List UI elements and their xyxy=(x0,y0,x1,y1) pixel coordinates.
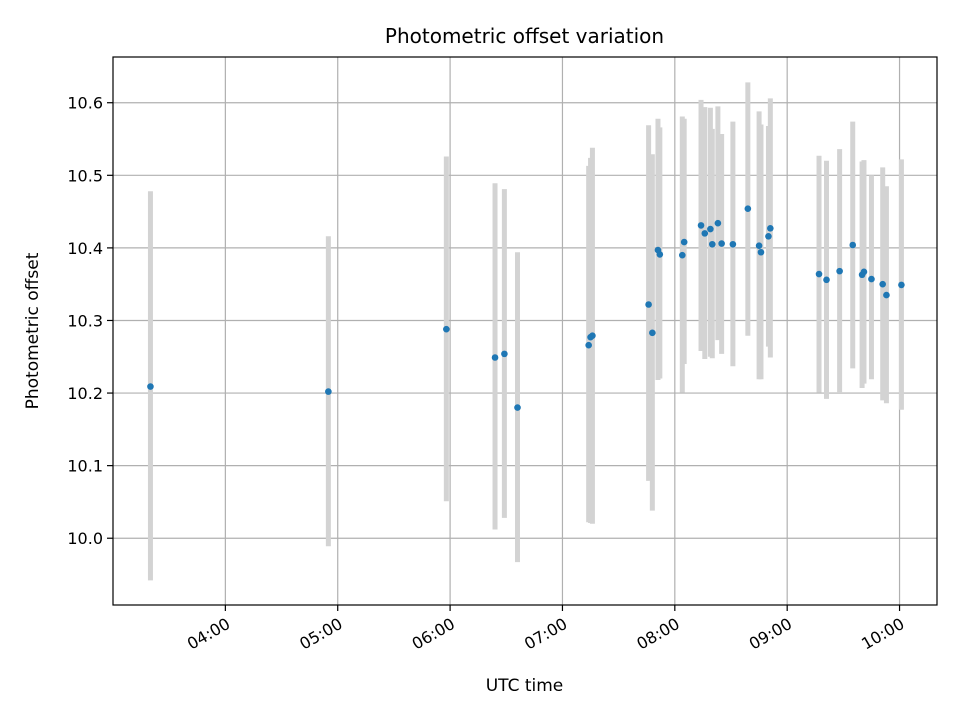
data-point xyxy=(744,205,752,212)
y-tick-label: 10.0 xyxy=(67,529,103,548)
data-point xyxy=(836,267,843,275)
y-axis-ticks: 10.0 10.1 10.2 10.3 10.4 10.5 10.6 xyxy=(67,94,113,548)
data-point xyxy=(757,248,765,256)
data-point xyxy=(765,232,772,240)
data-point xyxy=(589,332,596,340)
data-point xyxy=(501,350,508,358)
y-tick-label: 10.5 xyxy=(67,166,103,185)
y-tick-label: 10.3 xyxy=(67,311,103,330)
y-tick-label: 10.2 xyxy=(67,384,103,403)
data-point xyxy=(718,240,725,247)
data-point xyxy=(679,251,686,259)
data-point xyxy=(147,383,154,390)
data-point xyxy=(767,224,774,232)
x-axis-title: UTC time xyxy=(486,676,564,696)
data-point xyxy=(879,280,886,288)
data-point xyxy=(868,275,875,283)
data-point xyxy=(883,291,890,299)
data-point xyxy=(701,230,709,237)
data-point xyxy=(860,268,868,276)
data-point xyxy=(514,404,521,411)
data-point xyxy=(443,325,450,333)
y-tick-label: 10.6 xyxy=(67,94,103,113)
y-tick-label: 10.4 xyxy=(67,239,103,258)
plot-frame xyxy=(112,56,938,606)
data-point xyxy=(649,329,656,337)
chart-title: Photometric offset variation xyxy=(385,24,664,48)
data-point xyxy=(898,281,905,289)
data-point xyxy=(697,222,705,229)
data-point xyxy=(325,388,332,395)
data-point xyxy=(491,354,499,361)
data-point xyxy=(849,241,857,249)
data-point xyxy=(645,301,652,308)
data-point xyxy=(815,270,823,278)
data-points xyxy=(147,205,905,411)
data-point xyxy=(823,276,830,284)
y-tick-label: 10.1 xyxy=(67,457,103,476)
grid-lines xyxy=(113,57,937,605)
y-axis-title: Photometric offset xyxy=(23,252,43,409)
data-point xyxy=(714,219,722,227)
data-point xyxy=(585,341,592,349)
data-point xyxy=(755,242,763,250)
data-point xyxy=(656,251,664,258)
data-point xyxy=(729,240,737,248)
data-point xyxy=(680,238,688,246)
data-point xyxy=(707,225,714,233)
data-point xyxy=(708,240,716,248)
